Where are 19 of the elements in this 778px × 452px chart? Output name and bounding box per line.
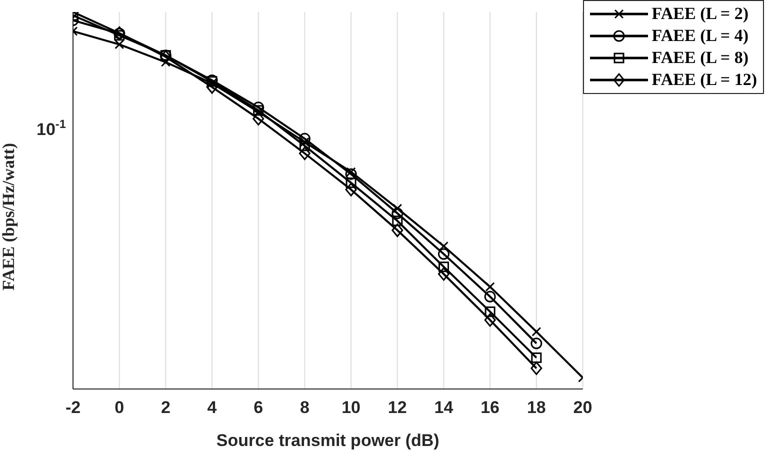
x-tick-label: 0 [114,398,124,418]
text: 10$^{-1}$ [36,117,66,139]
y-axis-title: FAEE (bps/Hz/watt) [0,143,18,290]
x-axis-title: Source transmit power (dB) [216,431,440,450]
x-tick-label: 2 [160,398,170,418]
legend-label: FAEE (L = 12) [652,70,757,90]
legend-label: FAEE (L = 8) [652,48,748,68]
x-tick-label: 14 [434,398,454,418]
x-tick-label: 18 [526,398,546,418]
x-tick-label: -2 [65,398,81,418]
x-tick-label: 8 [300,398,310,418]
legend-label: FAEE (L = 2) [652,4,748,24]
x-tick-label: 4 [207,398,218,418]
legend-label: FAEE (L = 4) [652,26,748,46]
x-tick-label: 6 [254,398,264,418]
x-tick-label: 10 [342,398,361,418]
x-tick-label: 16 [480,398,500,418]
x-tick-label: 12 [388,398,407,418]
x-tick-label: 20 [573,398,592,418]
